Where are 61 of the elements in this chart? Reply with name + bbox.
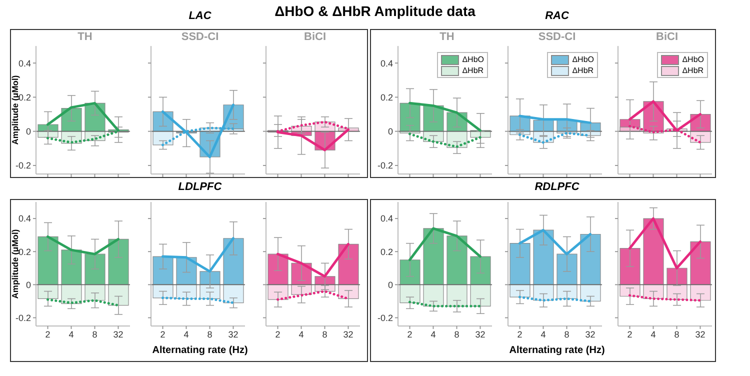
chart-title: BiCI: [303, 31, 327, 43]
x-tick-label: 4: [184, 329, 189, 340]
x-tick-label: 32: [343, 329, 354, 340]
x-tick-label: 4: [430, 329, 436, 340]
y-tick-label: -0.2: [377, 160, 393, 171]
chart-title: SSD-CI: [537, 31, 577, 43]
text: RDLPFC: [534, 181, 580, 193]
y-tick-label: 0.2: [380, 246, 393, 257]
legend-label: ΔHbO: [462, 55, 484, 64]
y-tick-label: -0.2: [377, 312, 393, 323]
text: RAC: [544, 10, 570, 22]
y-tick-label: 0.4: [380, 58, 393, 68]
x-tick-label: 8: [674, 329, 680, 340]
y-tick-label: 0: [388, 280, 393, 290]
chart-title: BiCI: [655, 31, 679, 43]
y-tick-label: 0.2: [18, 92, 31, 102]
text: LDLPFC: [177, 181, 223, 193]
legend-label: ΔHbR: [462, 66, 484, 75]
x-tick-label: 32: [475, 329, 486, 340]
x-tick-label: 8: [207, 329, 212, 340]
y-tick-label: 0.4: [380, 214, 393, 224]
y-tick-label: 0.4: [18, 58, 31, 68]
legend-label: ΔHbR: [572, 66, 594, 75]
y-tick-label: -0.2: [15, 160, 31, 171]
x-tick-label: 8: [322, 329, 328, 340]
y-tick-label: 0.4: [18, 214, 31, 224]
legend-label: ΔHbR: [682, 66, 704, 75]
x-tick-label: 8: [454, 329, 460, 340]
x-tick-label: 32: [228, 329, 238, 340]
x-tick-label: 2: [275, 329, 280, 340]
y-tick-label: 0.2: [380, 92, 393, 102]
legend-label: ΔHbO: [572, 55, 594, 64]
x-tick-label: 32: [113, 329, 124, 340]
chart-title: TH: [438, 31, 456, 43]
y-tick-label: 0: [26, 126, 31, 137]
x-tick-label: 2: [407, 329, 412, 340]
text: LAC: [188, 10, 212, 22]
text: ΔHbO & ΔHbR Amplitude data: [274, 3, 476, 19]
x-tick-label: 32: [695, 329, 706, 340]
y-tick-label: -0.2: [15, 312, 31, 323]
chart-title: SSD-CI: [180, 31, 220, 43]
x-tick-label: 4: [650, 329, 656, 340]
x-tick-label: 8: [92, 329, 98, 340]
y-tick-label: 0: [26, 280, 31, 290]
chart-title: TH: [76, 31, 94, 43]
x-tick-label: 2: [160, 329, 166, 340]
x-tick-label: 4: [68, 329, 74, 340]
y-tick-label: 0: [388, 126, 393, 137]
x-tick-label: 4: [540, 329, 546, 340]
legend-label: ΔHbO: [682, 55, 704, 64]
x-axis-title: Alternating rate (Hz): [151, 345, 249, 356]
y-axis-title: Amplitude (μMol): [10, 229, 20, 299]
x-tick-label: 2: [517, 329, 522, 340]
y-tick-label: 0.2: [18, 246, 31, 257]
x-tick-label: 4: [298, 329, 304, 340]
x-tick-label: 32: [585, 329, 596, 340]
x-axis-title: Alternating rate (Hz): [508, 345, 606, 356]
x-tick-label: 2: [45, 329, 50, 340]
y-axis-title: Amplitude (μMol): [10, 75, 20, 145]
x-tick-label: 2: [627, 329, 632, 340]
x-tick-label: 8: [564, 329, 570, 340]
